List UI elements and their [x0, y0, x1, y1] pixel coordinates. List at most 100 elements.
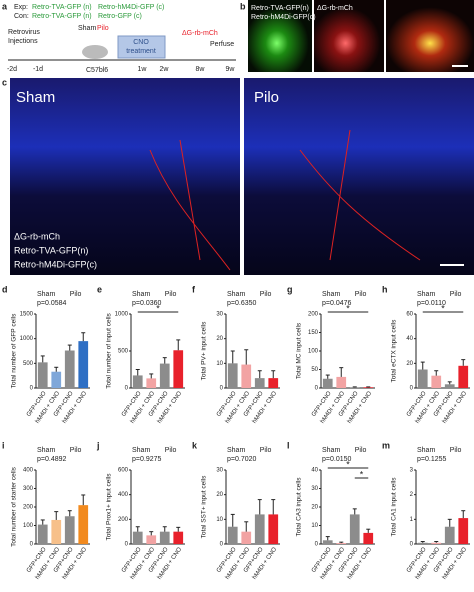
- panel-c: c Sham Pilo ΔG-rb-mCh Retro-TVA-GFP(n) R…: [2, 77, 474, 275]
- group-label: Pilo: [355, 447, 367, 454]
- panel-letter: h: [382, 284, 388, 294]
- y-tick-label: 10: [216, 361, 223, 367]
- text: Sham: [78, 25, 96, 32]
- panel-letter: j: [96, 440, 100, 450]
- bar: [444, 526, 455, 544]
- image: [386, 0, 474, 72]
- group-label: Pilo: [70, 291, 82, 298]
- image: [314, 0, 384, 72]
- significance: *: [360, 469, 364, 479]
- p-value: p=0.0150: [322, 456, 351, 463]
- group-label: Sham: [322, 291, 340, 298]
- y-tick-label: 40: [311, 468, 318, 474]
- bar: [241, 531, 252, 544]
- bar: [241, 364, 252, 388]
- significance: *: [346, 459, 350, 469]
- y-tick-label: 0: [30, 542, 34, 548]
- bar: [159, 531, 170, 544]
- y-axis-label: Total number of GFP cells: [11, 313, 18, 388]
- y-tick-label: 300: [23, 486, 34, 492]
- p-value: p=0.6350: [227, 300, 256, 307]
- y-axis-label: Total number of starter cells: [11, 466, 18, 547]
- text: ΔG-rb-mCh: [317, 5, 353, 12]
- text: Retro-TVA-GFP(n): [14, 245, 88, 255]
- panel-letter: b: [240, 1, 246, 11]
- bar: [322, 540, 333, 544]
- text: treatment: [126, 48, 156, 55]
- y-tick-label: 150: [308, 330, 319, 336]
- p-value: p=0.4892: [37, 456, 66, 463]
- text: -1d: [33, 66, 43, 73]
- y-axis-label: Total CA1 input cells: [391, 477, 398, 537]
- y-tick-label: 400: [118, 492, 129, 498]
- bar: [173, 531, 184, 544]
- panel-letter: e: [97, 284, 102, 294]
- bar: [173, 350, 184, 388]
- text: ΔG-rb-mCh: [14, 231, 60, 241]
- bar: [363, 387, 374, 388]
- bar: [64, 516, 75, 544]
- mouse-icon: [82, 45, 108, 59]
- group-label: Sham: [417, 447, 435, 454]
- y-axis-label: Total CA3 input cells: [296, 477, 303, 537]
- group-label: Sham: [132, 447, 150, 454]
- panel-letter: f: [192, 284, 196, 294]
- group-label: Sham: [132, 291, 150, 298]
- text: ΔG-rb-mCh: [182, 30, 218, 37]
- significance: *: [346, 303, 350, 313]
- y-tick-label: 30: [216, 312, 223, 318]
- group-label: Pilo: [355, 291, 367, 298]
- bar: [146, 378, 157, 388]
- group-label: Pilo: [70, 447, 82, 454]
- y-tick-label: 20: [216, 336, 223, 342]
- y-tick-label: 0: [220, 542, 224, 548]
- y-tick-label: 0: [125, 386, 129, 392]
- y-axis-label: Total number of input cells: [106, 312, 113, 388]
- bar: [78, 505, 89, 544]
- text: Retro-TVA-GFP(n): [251, 5, 309, 12]
- bar: [458, 518, 469, 544]
- y-tick-label: 0: [30, 386, 34, 392]
- bar: [336, 543, 347, 544]
- bar: [51, 371, 62, 388]
- text: CNO: [133, 39, 149, 46]
- y-tick-label: 20: [406, 361, 413, 367]
- y-tick-label: 10: [216, 517, 223, 523]
- text: Retro-hM4Di-GFP (c): [98, 4, 164, 11]
- bar: [78, 341, 89, 388]
- y-tick-label: 30: [216, 468, 223, 474]
- y-tick-label: 0: [315, 386, 319, 392]
- text: 8w: [196, 66, 206, 73]
- text: -2d: [7, 66, 17, 73]
- p-value: p=0.1255: [417, 456, 446, 463]
- bar: [431, 375, 442, 388]
- group-label: Pilo: [260, 447, 272, 454]
- bar: [37, 362, 48, 388]
- text: Sham: [16, 89, 55, 106]
- image: [10, 78, 240, 275]
- bar: [431, 542, 442, 544]
- y-tick-label: 60: [406, 312, 413, 318]
- group-label: Sham: [227, 447, 245, 454]
- y-tick-label: 0: [315, 542, 319, 548]
- y-tick-label: 3: [410, 468, 414, 474]
- panel-letter: k: [192, 440, 198, 450]
- bar: [132, 531, 143, 544]
- y-tick-label: 0: [220, 386, 224, 392]
- panel-letter: m: [382, 440, 390, 450]
- text: Con:: [14, 13, 29, 20]
- y-axis-label: Total eCTX input cells: [391, 319, 398, 383]
- significance: *: [441, 303, 445, 313]
- y-tick-label: 500: [23, 361, 34, 367]
- bar: [268, 514, 279, 544]
- bar: [64, 350, 75, 388]
- cno-box: [117, 35, 166, 59]
- y-tick-label: 1: [410, 517, 414, 523]
- y-axis-label: Total PV+ input cells: [201, 321, 208, 380]
- group-label: Sham: [37, 447, 55, 454]
- y-tick-label: 200: [308, 312, 319, 318]
- group-label: Sham: [417, 291, 435, 298]
- y-tick-label: 20: [216, 492, 223, 498]
- y-tick-label: 600: [118, 468, 129, 474]
- bar: [51, 519, 62, 544]
